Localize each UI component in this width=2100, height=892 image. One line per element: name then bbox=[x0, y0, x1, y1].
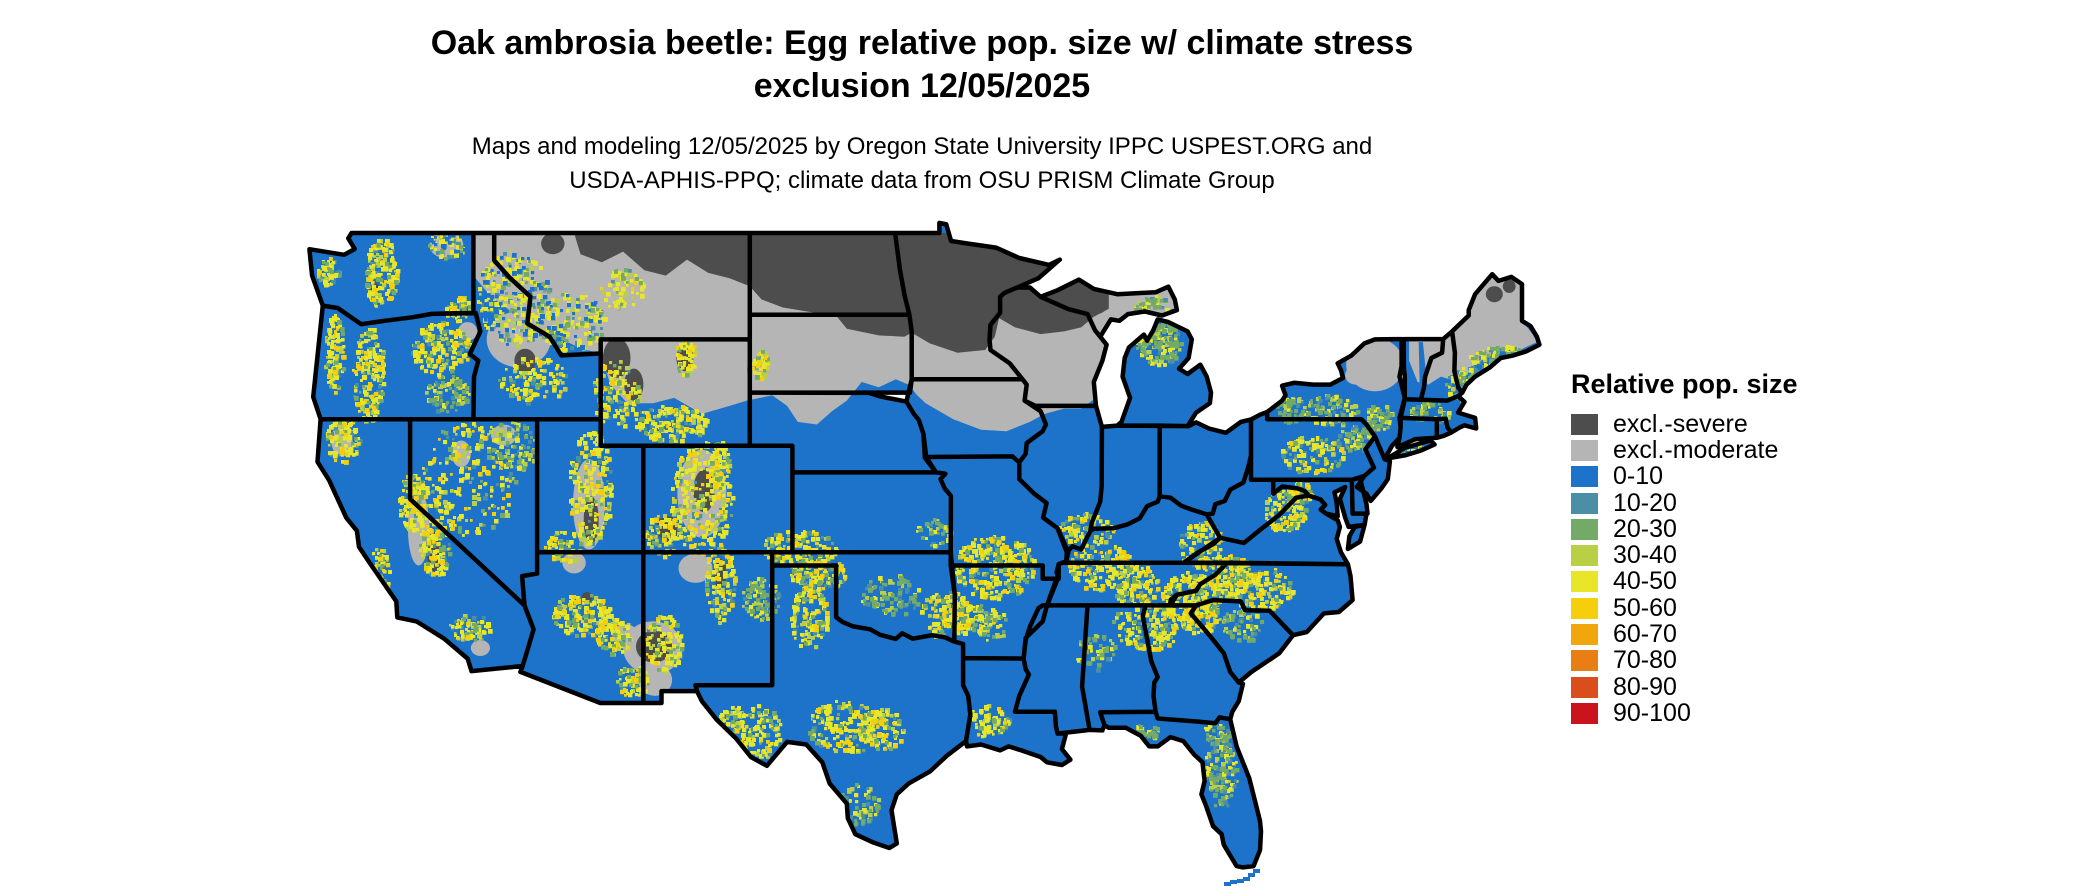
figure-subtitle: Maps and modeling 12/05/2025 by Oregon S… bbox=[0, 130, 1844, 198]
legend-label: 40-50 bbox=[1613, 567, 1677, 596]
legend-swatch bbox=[1571, 571, 1598, 593]
legend-swatch bbox=[1571, 676, 1598, 698]
legend-swatch bbox=[1571, 545, 1598, 567]
florida-keys bbox=[1224, 869, 1260, 886]
legend-row: 0-10 bbox=[1571, 462, 1798, 491]
legend-label: 0-10 bbox=[1613, 462, 1664, 491]
legend-swatch bbox=[1571, 492, 1598, 514]
legend-row: 40-50 bbox=[1571, 567, 1798, 596]
legend-rows: excl.-severe excl.-moderate 0-10 10-20 20-30… bbox=[1571, 409, 1798, 727]
legend-swatch bbox=[1571, 439, 1598, 461]
legend-row: excl.-moderate bbox=[1571, 435, 1798, 464]
legend-label: 80-90 bbox=[1613, 672, 1677, 701]
map-speckle-layer bbox=[317, 231, 1531, 827]
legend-row: 80-90 bbox=[1571, 672, 1798, 701]
legend-label: 60-70 bbox=[1613, 620, 1677, 649]
legend-row: 60-70 bbox=[1571, 620, 1798, 649]
legend-label: excl.-moderate bbox=[1613, 435, 1779, 464]
legend-swatch bbox=[1571, 650, 1598, 672]
legend-label: 90-100 bbox=[1613, 698, 1691, 727]
legend-swatch bbox=[1571, 624, 1598, 646]
legend-label: 50-60 bbox=[1613, 593, 1677, 622]
legend-swatch bbox=[1571, 597, 1598, 619]
legend-swatch bbox=[1571, 518, 1598, 540]
legend-label: 30-40 bbox=[1613, 541, 1677, 570]
legend-row: 20-30 bbox=[1571, 514, 1798, 543]
legend-swatch bbox=[1571, 466, 1598, 488]
map-exclusion-layer bbox=[317, 231, 1537, 827]
legend-row: 30-40 bbox=[1571, 541, 1798, 570]
figure-subtitle-line1: Maps and modeling 12/05/2025 by Oregon S… bbox=[471, 133, 1373, 160]
figure-subtitle-line2: USDA-APHIS-PPQ; climate data from OSU PR… bbox=[569, 167, 1275, 194]
legend-label: 20-30 bbox=[1613, 514, 1677, 543]
legend: Relative pop. size excl.-severe excl.-mod… bbox=[1571, 369, 1798, 727]
figure-title: Oak ambrosia beetle: Egg relative pop. s… bbox=[0, 22, 1844, 108]
legend-swatch bbox=[1571, 413, 1598, 435]
legend-row: 90-100 bbox=[1571, 698, 1798, 727]
legend-title: Relative pop. size bbox=[1571, 369, 1798, 399]
legend-label: 10-20 bbox=[1613, 488, 1677, 517]
legend-row: 70-80 bbox=[1571, 646, 1798, 675]
legend-row: 10-20 bbox=[1571, 488, 1798, 517]
legend-swatch bbox=[1571, 702, 1598, 724]
figure-title-line1: Oak ambrosia beetle: Egg relative pop. s… bbox=[430, 24, 1414, 62]
legend-label: 70-80 bbox=[1613, 646, 1677, 675]
legend-label: excl.-severe bbox=[1613, 409, 1748, 438]
legend-row: 50-60 bbox=[1571, 593, 1798, 622]
figure-title-line2: exclusion 12/05/2025 bbox=[753, 67, 1091, 105]
legend-row: excl.-severe bbox=[1571, 409, 1798, 438]
map-borders-layer bbox=[307, 220, 1542, 870]
